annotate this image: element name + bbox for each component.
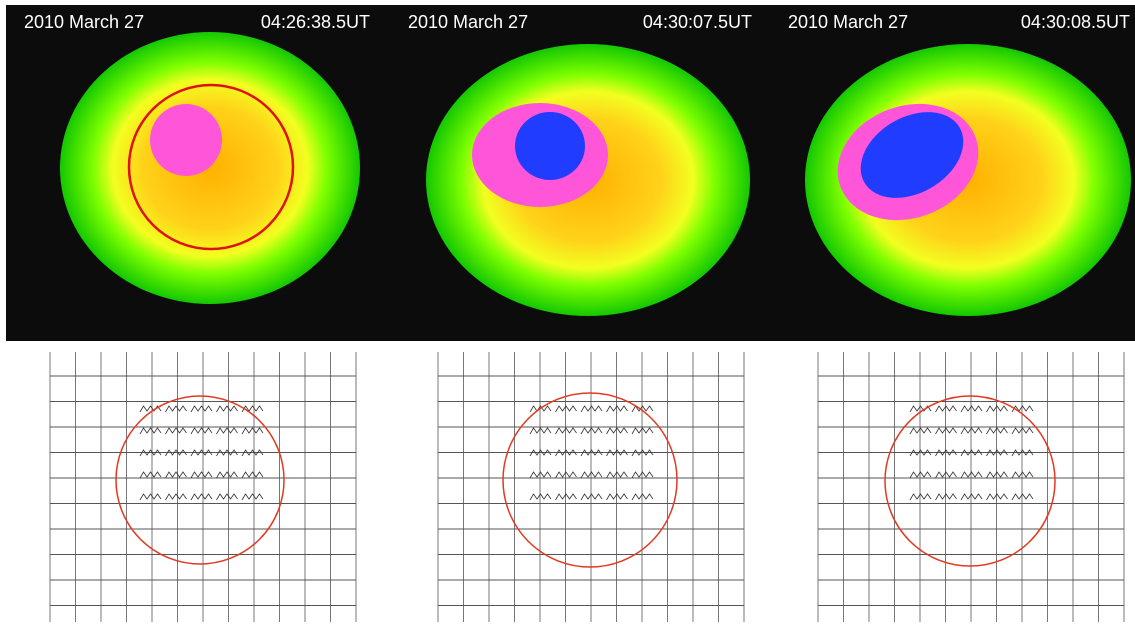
spectrum-trace [241, 493, 264, 501]
spectra-grid [49, 352, 357, 622]
spectrum-trace [139, 405, 162, 413]
spectrum-trace [216, 449, 238, 457]
spectrum-trace [241, 405, 264, 413]
spectrum-trace [960, 427, 983, 435]
spectrum-trace [241, 427, 264, 435]
spectrum-trace [960, 449, 983, 457]
spectrum-trace [986, 471, 1008, 479]
time-label: 04:30:08.5UT [1021, 12, 1130, 32]
spectrum-trace [935, 449, 957, 457]
spectrum-trace [580, 493, 603, 501]
spectrum-trace [909, 427, 932, 435]
spectrum-trace [986, 405, 1008, 413]
spectrum-trace [606, 471, 628, 479]
spectrum-trace [606, 449, 628, 457]
spectrum-trace [190, 405, 213, 413]
solar-image [60, 32, 360, 304]
spectrum-trace [555, 449, 577, 457]
solar-image [805, 44, 1131, 316]
spectrum-trace [960, 405, 983, 413]
spectrum-trace [165, 493, 187, 501]
spectrum-trace [631, 427, 654, 435]
spectrum-trace [909, 471, 932, 479]
spectrum-trace [529, 493, 552, 501]
spectrum-trace [1011, 405, 1034, 413]
source-circle [884, 395, 1056, 567]
spectrum-trace [190, 471, 213, 479]
source-circle [502, 392, 678, 568]
spectrum-trace [165, 405, 187, 413]
solar-image [426, 44, 750, 316]
spectrum-trace [555, 405, 577, 413]
spectrum-trace [241, 471, 264, 479]
spectrum-trace [529, 405, 552, 413]
spectrum-trace [1011, 471, 1034, 479]
spectrum-trace [631, 471, 654, 479]
spectrum-trace [165, 449, 187, 457]
spectrum-trace [190, 493, 213, 501]
spectrum-trace [960, 493, 983, 501]
spectrum-trace [555, 471, 577, 479]
spectrum-trace [190, 449, 213, 457]
spectrum-trace [606, 427, 628, 435]
date-label: 2010 March 27 [788, 12, 908, 32]
spectrum-trace [935, 471, 957, 479]
spectrum-trace [606, 493, 628, 501]
spectrum-trace [216, 427, 238, 435]
spectrum-trace [909, 493, 932, 501]
spectrum-trace [165, 427, 187, 435]
spectrum-trace [529, 471, 552, 479]
time-label: 04:30:07.5UT [643, 12, 752, 32]
spectrum-trace [190, 427, 213, 435]
date-label: 2010 March 27 [408, 12, 528, 32]
spectrum-trace [606, 405, 628, 413]
spectrum-trace [139, 471, 162, 479]
time-label: 04:26:38.5UT [261, 12, 370, 32]
spectrum-trace [935, 427, 957, 435]
spectrum-trace [580, 471, 603, 479]
spectrum-trace [960, 471, 983, 479]
spectrum-trace [139, 449, 162, 457]
spectrum-trace [139, 493, 162, 501]
spectrum-trace [555, 427, 577, 435]
spectra-grid [817, 352, 1125, 622]
spectrum-trace [986, 493, 1008, 501]
spectrum-trace [216, 471, 238, 479]
spectrum-trace [986, 427, 1008, 435]
spectrum-trace [555, 493, 577, 501]
spectra-grid [437, 352, 745, 622]
spectrum-trace [529, 427, 552, 435]
spectrum-trace [935, 493, 957, 501]
spectrum-trace [139, 427, 162, 435]
spectrum-trace [216, 405, 238, 413]
spectrum-trace [165, 471, 187, 479]
spectrum-trace [909, 449, 932, 457]
spectrum-trace [1011, 493, 1034, 501]
source-circle [115, 395, 285, 565]
spectrum-trace [909, 405, 932, 413]
spectrum-trace [935, 405, 957, 413]
spectrum-trace [631, 449, 654, 457]
spectrum-trace [580, 449, 603, 457]
spectrum-trace [986, 449, 1008, 457]
spectrum-trace [529, 449, 552, 457]
spectrum-trace [216, 493, 238, 501]
spectrum-trace [580, 427, 603, 435]
spectrum-trace [241, 449, 264, 457]
date-label: 2010 March 27 [24, 12, 144, 32]
spectrum-trace [1011, 449, 1034, 457]
spectrum-trace [580, 405, 603, 413]
spectrum-trace [631, 493, 654, 501]
spectrum-trace [1011, 427, 1034, 435]
